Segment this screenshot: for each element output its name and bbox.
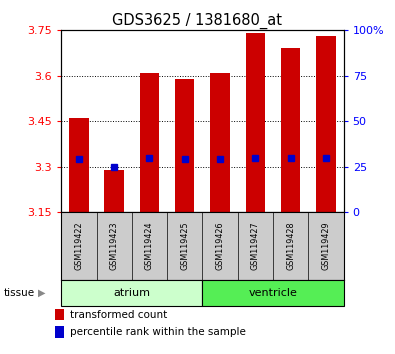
- Text: tissue: tissue: [4, 288, 35, 298]
- Text: transformed count: transformed count: [70, 309, 167, 320]
- Text: GSM119422: GSM119422: [74, 222, 83, 270]
- Bar: [104, 170, 124, 212]
- Text: ▶: ▶: [38, 288, 45, 298]
- Bar: [316, 36, 336, 212]
- Text: atrium: atrium: [113, 288, 150, 298]
- Bar: [69, 118, 88, 212]
- Bar: [211, 73, 230, 212]
- Text: GDS3625 / 1381680_at: GDS3625 / 1381680_at: [113, 12, 282, 29]
- Text: GSM119427: GSM119427: [251, 222, 260, 270]
- Text: GSM119426: GSM119426: [216, 222, 225, 270]
- Bar: [246, 33, 265, 212]
- Text: GSM119425: GSM119425: [180, 222, 189, 270]
- Bar: [202, 280, 344, 306]
- Bar: [281, 48, 301, 212]
- Text: GSM119428: GSM119428: [286, 222, 295, 270]
- Text: GSM119423: GSM119423: [110, 222, 118, 270]
- Bar: [175, 79, 194, 212]
- Text: GSM119424: GSM119424: [145, 222, 154, 270]
- Text: GSM119429: GSM119429: [322, 222, 331, 270]
- Text: percentile rank within the sample: percentile rank within the sample: [70, 327, 246, 337]
- Bar: [140, 73, 159, 212]
- Text: ventricle: ventricle: [248, 288, 297, 298]
- Bar: [61, 280, 202, 306]
